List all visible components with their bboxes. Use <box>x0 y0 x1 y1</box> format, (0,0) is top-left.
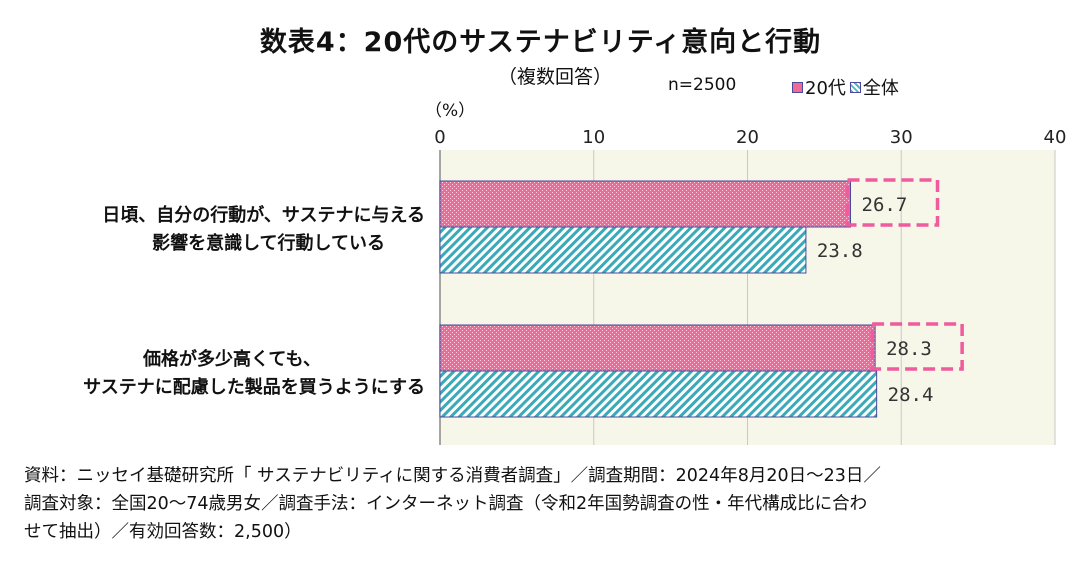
axis-unit-label: （%） <box>425 101 476 121</box>
legend: 20代 全体 <box>792 74 903 100</box>
bar-20s-2 <box>439 324 876 372</box>
x-tick-label-0: 0 <box>434 127 445 148</box>
x-tick-label-10: 10 <box>582 127 605 148</box>
highlight-box-1 <box>845 178 940 227</box>
legend-item-all: 全体 <box>849 74 899 100</box>
highlight-box-2 <box>870 322 964 371</box>
category-label-2-line-1: 価格が多少高くても、 <box>142 349 321 370</box>
legend-swatch-all <box>849 81 861 93</box>
bar-all-1 <box>439 226 807 274</box>
footnote-line-1: 資料：ニッセイ基礎研究所「 サステナビリティに関する消費者調査」／調査期間：20… <box>24 466 881 486</box>
data-label-20s-2: 28.3 <box>886 338 932 360</box>
category-label-1: 日頃、自分の行動が、サステナに与える 影響を意識して行動している <box>102 202 425 258</box>
data-label-all-2: 28.4 <box>888 384 934 406</box>
x-tick-label-30: 30 <box>890 127 913 148</box>
chart-subtitle: （複数回答） <box>498 66 613 88</box>
bar-20s-1 <box>439 180 852 228</box>
category-label-2: 価格が多少高くても、 サステナに配慮した製品を買うようにする <box>83 346 425 402</box>
chart-title: 数表4：20代のサステナビリティ意向と行動 <box>259 27 822 58</box>
sample-size-label: n=2500 <box>668 75 737 95</box>
category-label-1-line-2: 影響を意識して行動している <box>152 233 385 254</box>
legend-label-all: 全体 <box>862 78 899 99</box>
footnote-line-2: 調査対象：全国20～74歳男女／調査手法：インターネット調査（令和2年国勢調査の… <box>24 494 868 514</box>
data-label-20s-1: 26.7 <box>862 194 908 216</box>
footnote-line-3: せて抽出）／有効回答数：2,500） <box>24 522 302 542</box>
bar-all-2 <box>439 370 878 418</box>
legend-label-20s: 20代 <box>805 78 846 99</box>
data-label-all-1: 23.8 <box>817 240 863 262</box>
category-label-2-line-2: サステナに配慮した製品を買うようにする <box>83 377 425 398</box>
source-footnote: 資料：ニッセイ基礎研究所「 サステナビリティに関する消費者調査」／調査期間：20… <box>24 462 1064 546</box>
category-label-1-line-1: 日頃、自分の行動が、サステナに与える <box>102 205 425 226</box>
x-tick-label-20: 20 <box>736 127 759 148</box>
legend-swatch-20s <box>792 81 803 93</box>
legend-item-20s: 20代 <box>792 74 846 100</box>
x-tick-label-40: 40 <box>1044 127 1067 148</box>
